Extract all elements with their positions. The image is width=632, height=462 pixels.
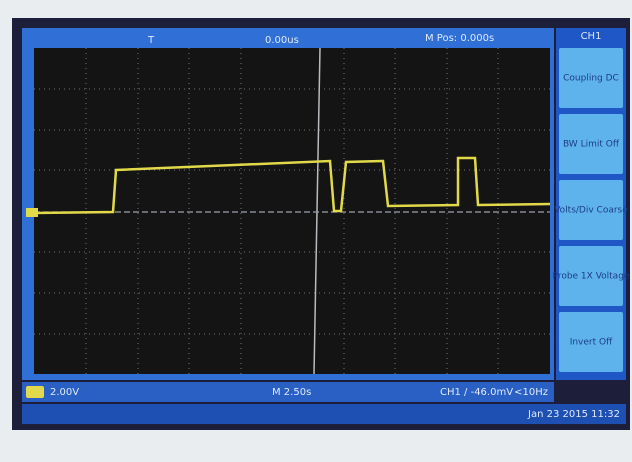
channel-scale: 2.00V [50, 387, 79, 398]
menu-item-label: Invert Off [570, 338, 613, 348]
menu-item-label: Coupling DC [563, 74, 619, 84]
oscilloscope-photo: T 0.00us M Pos: 0.000s CH1 Coupling DC BW… [0, 0, 632, 462]
channel-badge [26, 386, 44, 398]
frequency: <10Hz [514, 387, 548, 398]
timebase: M 2.50s [272, 387, 311, 398]
datetime: Jan 23 2015 11:32 [527, 409, 620, 420]
channel-marker [26, 208, 38, 217]
status: M Pos: 0.000s [425, 33, 494, 44]
menu-items: Coupling DC BW Limit Off Volts/Div Coarse P… [553, 48, 630, 372]
menu-item-label: Volts/Div Coarse [554, 206, 628, 216]
trigger-info: CH1 / -46.0mV [440, 387, 513, 398]
menu-item-label: Probe 1X Voltage [553, 272, 630, 282]
trigger-marker: T [147, 35, 155, 46]
menu-item-label: BW Limit Off [563, 140, 620, 150]
horizontal-position: 0.00us [265, 35, 299, 46]
menu-title: CH1 [581, 31, 602, 42]
